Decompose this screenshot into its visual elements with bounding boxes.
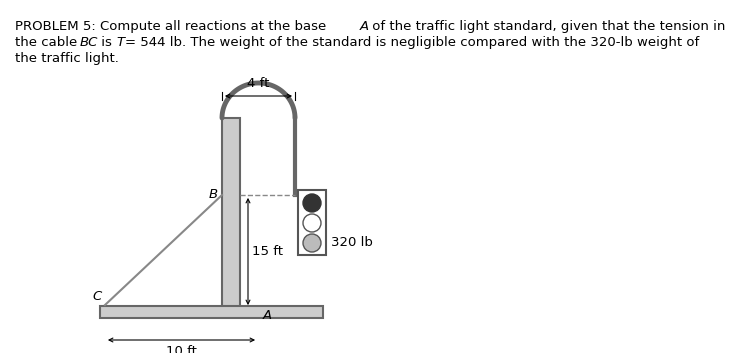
Text: A: A — [263, 309, 272, 322]
Text: the cable: the cable — [15, 36, 81, 49]
Text: is: is — [97, 36, 116, 49]
Text: T: T — [116, 36, 124, 49]
Circle shape — [303, 234, 321, 252]
Text: 10 ft: 10 ft — [166, 345, 197, 353]
Text: A: A — [360, 20, 369, 33]
Text: of the traffic light standard, given that the tension in: of the traffic light standard, given tha… — [368, 20, 725, 33]
Text: 320 lb: 320 lb — [331, 237, 373, 250]
Bar — [100, 306, 323, 318]
Circle shape — [303, 214, 321, 232]
Text: the traffic light.: the traffic light. — [15, 52, 119, 65]
Text: 15 ft: 15 ft — [252, 245, 283, 258]
Text: C: C — [93, 290, 102, 303]
Bar — [298, 190, 326, 255]
Bar — [222, 118, 240, 308]
Text: B: B — [209, 189, 218, 202]
Text: = 544 lb. The weight of the standard is negligible compared with the 320-lb weig: = 544 lb. The weight of the standard is … — [125, 36, 700, 49]
Circle shape — [303, 194, 321, 212]
Text: BC: BC — [80, 36, 99, 49]
Text: 4 ft: 4 ft — [247, 77, 270, 90]
Text: PROBLEM 5: Compute all reactions at the base: PROBLEM 5: Compute all reactions at the … — [15, 20, 330, 33]
